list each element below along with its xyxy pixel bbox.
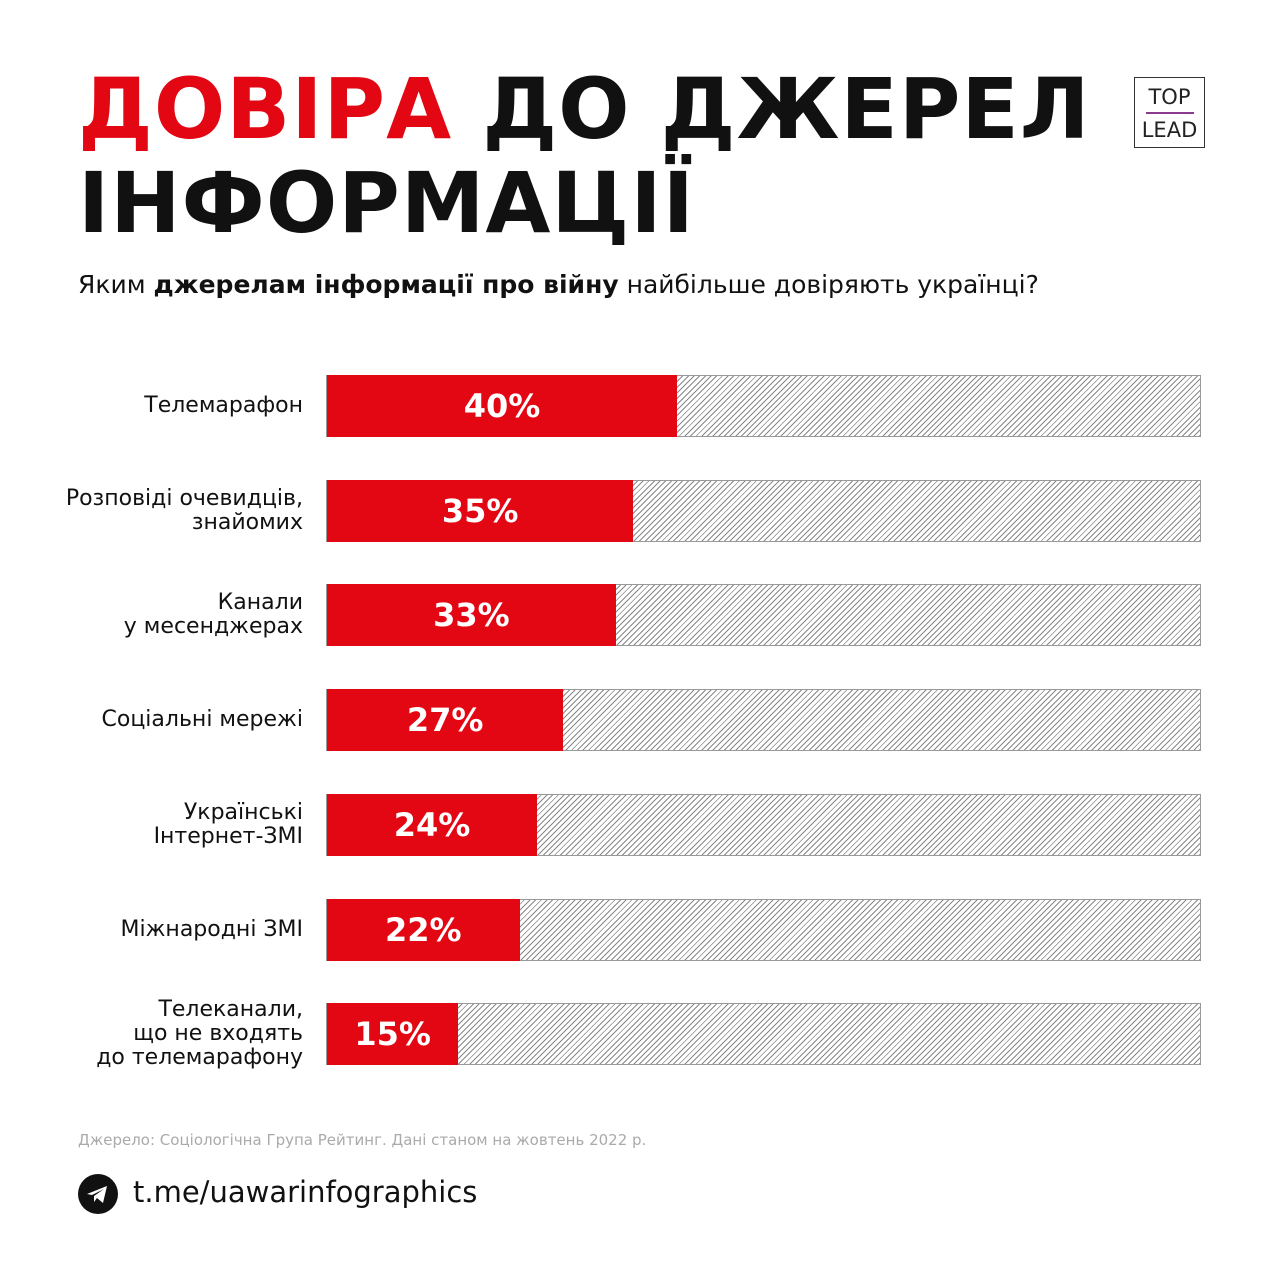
- category-label: Телеканали, що не входять до телемарафону: [96, 998, 303, 1070]
- logo-top: TOP: [1148, 85, 1191, 109]
- category-label: Українські Інтернет-ЗМІ: [154, 794, 303, 856]
- bar-track: 27%: [326, 689, 1201, 751]
- telegram-icon: [78, 1174, 118, 1214]
- title-rest: ДО ДЖЕРЕЛ: [482, 60, 1091, 158]
- category-label: Телемарафон: [144, 375, 303, 437]
- bar-track: 15%: [326, 1003, 1201, 1065]
- data-label: 27%: [406, 701, 484, 739]
- source-note: Джерело: Соціологічна Група Рейтинг. Дан…: [78, 1131, 647, 1149]
- telegram-link[interactable]: t.me/uawarinfographics: [133, 1175, 478, 1209]
- subtitle: Яким джерелам інформації про війну найбі…: [78, 270, 1039, 299]
- subtitle-pre: Яким: [78, 270, 154, 299]
- category-label-line: до телемарафону: [96, 1045, 303, 1070]
- category-label-line: Міжнародні ЗМІ: [120, 917, 303, 942]
- category-label-line: Українські: [183, 800, 303, 825]
- data-label: 15%: [354, 1015, 431, 1053]
- logo-bottom: LEAD: [1141, 118, 1198, 142]
- bar: 40%: [327, 375, 677, 437]
- title-line2: ІНФОРМАЦІЇ: [78, 154, 695, 252]
- title-highlight: ДОВІРА: [78, 60, 453, 158]
- category-label-line: у месенджерах: [123, 614, 303, 639]
- bar: 22%: [327, 899, 520, 961]
- category-label: Соціальні мережі: [102, 689, 303, 751]
- bar: 15%: [327, 1003, 459, 1065]
- bar: 33%: [327, 584, 616, 646]
- category-label: Канали у месенджерах: [124, 584, 303, 646]
- bar-track: 33%: [326, 584, 1201, 646]
- category-label-line: Розповіді очевидців,: [65, 486, 303, 511]
- category-label-line: Телеканали,: [158, 997, 303, 1022]
- category-label-line: Інтернет-ЗМІ: [153, 824, 303, 849]
- category-label-line: Соціальні мережі: [101, 707, 303, 732]
- bar-track: 24%: [326, 794, 1201, 856]
- category-label: Розповіді очевидців, знайомих: [66, 480, 303, 542]
- bar: 24%: [327, 794, 537, 856]
- category-label-line: що не входять: [133, 1021, 303, 1046]
- category-label-line: Телемарафон: [144, 393, 303, 418]
- top-lead-logo: TOP LEAD: [1134, 77, 1205, 148]
- logo-divider: [1145, 112, 1194, 114]
- data-label: 22%: [384, 911, 462, 949]
- category-label-line: знайомих: [191, 510, 303, 535]
- page-title: ДОВІРА ДО ДЖЕРЕЛ ІНФОРМАЦІЇ: [78, 62, 1091, 250]
- bar-track: 40%: [326, 375, 1201, 437]
- category-label-line: Канали: [217, 590, 303, 615]
- data-label: 35%: [441, 492, 519, 530]
- data-label: 40%: [463, 387, 541, 425]
- bar-track: 22%: [326, 899, 1201, 961]
- bar-track: 35%: [326, 480, 1201, 542]
- bar: 27%: [327, 689, 564, 751]
- data-label: 24%: [393, 806, 471, 844]
- category-label: Міжнародні ЗМІ: [121, 899, 303, 961]
- subtitle-bold: джерелам інформації про війну: [153, 270, 619, 299]
- bar: 35%: [327, 480, 634, 542]
- data-label: 33%: [433, 596, 510, 634]
- subtitle-post: найбільше довіряють українці?: [618, 270, 1039, 299]
